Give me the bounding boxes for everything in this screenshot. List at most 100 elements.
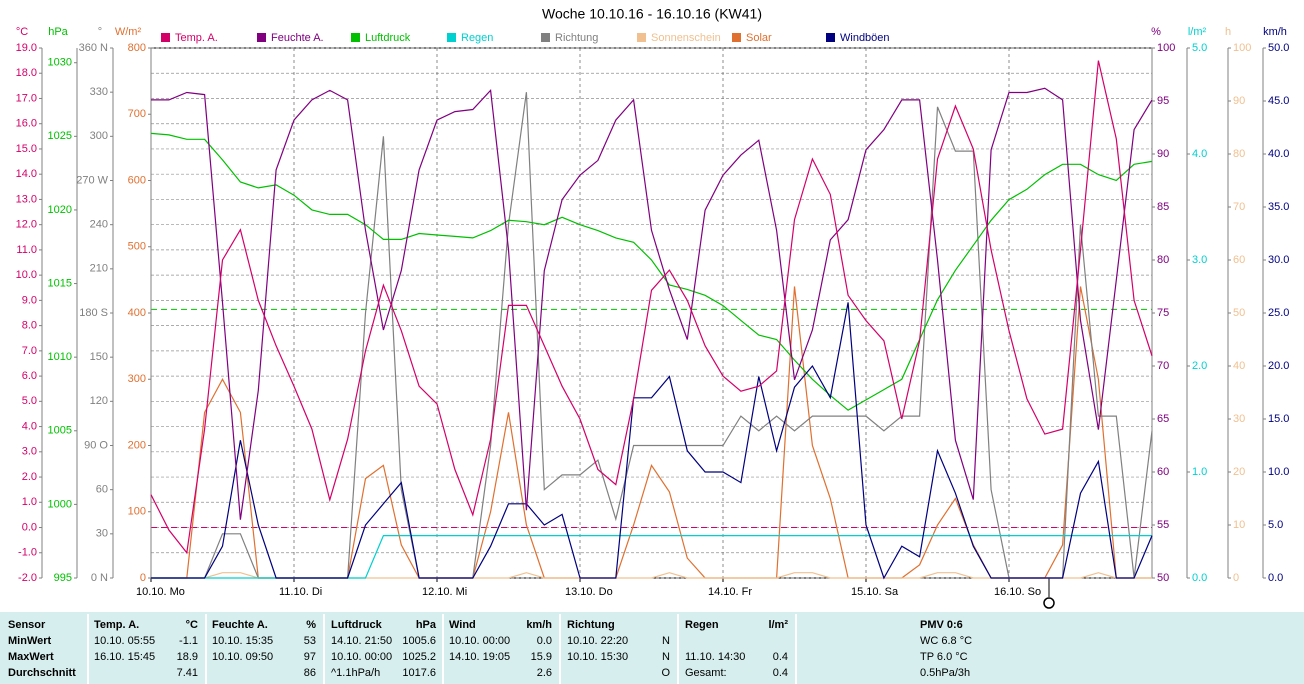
y-tick-label: 65 (1157, 413, 1169, 425)
table-row-label: MaxWert (8, 651, 54, 663)
x-tick-label: 16.10. So (994, 586, 1041, 598)
table-cell-value: -1.1 (179, 635, 198, 647)
y-tick-label: 150 (90, 351, 108, 363)
y-tick-label: 100 (128, 506, 146, 518)
table-cell: 10.10. 00:00 (331, 651, 392, 663)
table-header: Luftdruck (331, 619, 383, 631)
y-tick-label: 3.0 (1192, 254, 1207, 266)
y-tick-label: 995 (54, 572, 72, 584)
y-tick-label: 0 N (91, 572, 108, 584)
y-tick-label: 15.0 (16, 143, 37, 155)
y-tick-label: 40 (1233, 360, 1245, 372)
table-cell: ^1.1hPa/h (331, 667, 380, 679)
y-tick-label: 30 (1233, 413, 1245, 425)
x-tick-label: 14.10. Fr (708, 586, 752, 598)
y-tick-label: 30 (96, 528, 108, 540)
table-header: Richtung (567, 619, 615, 631)
y-tick-label: 500 (128, 241, 146, 253)
y-tick-label: 45.0 (1268, 95, 1289, 107)
y-tick-label: 60 (96, 484, 108, 496)
y-tick-label: 85 (1157, 201, 1169, 213)
y-tick-label: 17.0 (16, 92, 37, 104)
table-cell: WC 6.8 °C (920, 635, 972, 647)
y-tick-label: 0.0 (1192, 572, 1207, 584)
y-tick-label: 1015 (48, 277, 72, 289)
y-tick-label: 50 (1233, 307, 1245, 319)
x-tick-label: 11.10. Di (279, 586, 322, 598)
table-header: Wind (449, 619, 476, 631)
table-cell: TP 6.0 °C (920, 651, 968, 663)
axis-unit: W/m² (115, 26, 142, 38)
y-tick-label: 1000 (48, 498, 72, 510)
legend-label: Temp. A. (175, 32, 218, 44)
y-tick-label: 5.0 (1268, 519, 1283, 531)
table-header: PMV 0:6 (920, 619, 963, 631)
table-header-unit: km/h (526, 619, 552, 631)
table-cell-value: 15.9 (531, 651, 552, 663)
table-cell: 16.10. 15:45 (94, 651, 155, 663)
legend-swatch (447, 33, 456, 42)
table-cell: 11.10. 14:30 (685, 651, 745, 663)
legend-label: Sonnenschein (651, 32, 721, 44)
y-tick-label: 210 (90, 263, 108, 275)
table-cell-value: 97 (304, 651, 316, 663)
legend-label: Luftdruck (365, 32, 411, 44)
y-tick-label: 0.0 (1268, 572, 1283, 584)
y-tick-label: 1010 (48, 351, 72, 363)
y-tick-label: 80 (1233, 148, 1245, 160)
y-tick-label: 10.0 (16, 269, 37, 281)
y-tick-label: 1025 (48, 130, 72, 142)
table-cell-value: 1025.2 (402, 651, 436, 663)
y-tick-label: 80 (1157, 254, 1169, 266)
table-cell-value: 86 (304, 667, 316, 679)
table-cell-value: 53 (304, 635, 316, 647)
table-cell: 10.10. 05:55 (94, 635, 155, 647)
y-tick-label: 4.0 (22, 420, 37, 432)
x-tick-label: 15.10. Sa (851, 586, 899, 598)
table-header: Feuchte A. (212, 619, 268, 631)
y-tick-label: 35.0 (1268, 201, 1289, 213)
y-tick-label: 3.0 (22, 446, 37, 458)
legend-label: Solar (746, 32, 772, 44)
y-tick-label: 14.0 (16, 168, 37, 180)
legend-swatch (351, 33, 360, 42)
y-tick-label: 95 (1157, 95, 1169, 107)
legend-label: Windböen (840, 32, 890, 44)
table-header: Regen (685, 619, 719, 631)
table-cell-value: N (662, 651, 670, 663)
y-tick-label: 6.0 (22, 370, 37, 382)
y-tick-label: 7.0 (22, 345, 37, 357)
table-cell: 10.10. 00:00 (449, 635, 510, 647)
y-tick-label: 1030 (48, 57, 72, 69)
axis-unit: hPa (48, 26, 68, 38)
y-tick-label: 0.0 (22, 521, 37, 533)
y-tick-label: 16.0 (16, 118, 37, 130)
table-header-unit: % (306, 619, 316, 631)
table-cell-value: 7.41 (177, 667, 198, 679)
y-tick-label: 10 (1233, 519, 1245, 531)
y-tick-label: 100 (1233, 42, 1251, 54)
y-tick-label: 8.0 (22, 320, 37, 332)
table-cell: 0.5hPa/3h (920, 667, 970, 679)
x-tick-label: 12.10. Mi (422, 586, 467, 598)
y-tick-label: 600 (128, 174, 146, 186)
now-marker (1043, 597, 1055, 609)
series-line (150, 132, 1153, 411)
table-cell: 10.10. 09:50 (212, 651, 273, 663)
table-cell: 10.10. 22:20 (567, 635, 628, 647)
table-cell: 10.10. 15:35 (212, 635, 273, 647)
axis-unit: ° (98, 26, 102, 38)
y-tick-label: 55 (1157, 519, 1169, 531)
table-cell-value: O (661, 667, 670, 679)
y-tick-label: 400 (128, 307, 146, 319)
y-tick-label: 700 (128, 108, 146, 120)
y-tick-label: 0 (140, 572, 146, 584)
y-tick-label: 0 (1233, 572, 1239, 584)
table-cell-value: 0.0 (537, 635, 552, 647)
legend-swatch (161, 33, 170, 42)
summary-table-bg (0, 612, 1304, 684)
legend-swatch (541, 33, 550, 42)
y-tick-label: 9.0 (22, 294, 37, 306)
axis-unit: % (1151, 26, 1161, 38)
